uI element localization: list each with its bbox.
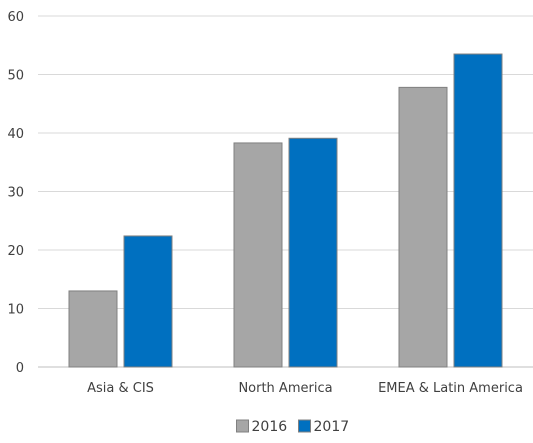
y-tick-label: 10 (7, 303, 24, 318)
bar-2017-1 (123, 235, 173, 368)
bar-2016-1 (68, 290, 118, 368)
legend-label-2017: 2017 (314, 419, 350, 435)
y-axis-tick-labels: 0 10 20 30 40 50 60 (7, 10, 24, 376)
bar-2016-3 (398, 86, 448, 368)
y-tick-label: 30 (7, 186, 24, 201)
y-tick-label: 0 (16, 361, 24, 376)
legend-swatch-2016 (236, 419, 249, 433)
x-category-label: North America (238, 381, 332, 396)
y-tick-label: 20 (7, 244, 24, 259)
bar-2017-2 (288, 137, 338, 368)
x-category-label: EMEA & Latin America (378, 381, 523, 396)
y-tick-label: 60 (7, 10, 24, 25)
legend: 2016 2017 (236, 419, 350, 435)
y-tick-label: 50 (7, 69, 24, 84)
x-category-label: Asia & CIS (87, 381, 154, 396)
gridlines (38, 15, 533, 368)
legend-swatch-2017 (298, 419, 311, 433)
y-tick-label: 40 (7, 127, 24, 142)
x-axis-category-labels: Asia & CIS North America EMEA & Latin Amer… (87, 381, 523, 396)
bar-2016-2 (233, 142, 283, 368)
bar-2017-3 (453, 53, 503, 368)
bars (68, 53, 503, 368)
legend-label-2016: 2016 (252, 419, 288, 435)
